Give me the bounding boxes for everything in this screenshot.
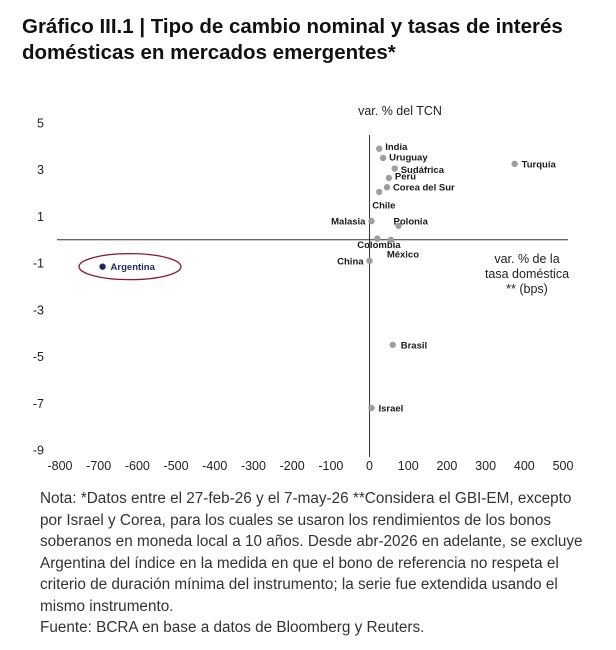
highlight-ellipse <box>78 252 182 281</box>
point-label-uruguay: Uruguay <box>389 153 428 164</box>
point-brasil <box>389 341 396 349</box>
point-malasia <box>368 217 375 225</box>
y-tick-label: 3 <box>37 163 44 177</box>
point-label-argentina: Argentina <box>111 262 156 273</box>
source-text: Fuente: BCRA en base a datos de Bloomber… <box>40 619 425 636</box>
point-polonia <box>395 222 402 229</box>
x-axis-label-line: var. % de la <box>494 252 559 266</box>
point-israel <box>368 404 375 412</box>
point-label-sudafrica: Sudáfrica <box>401 165 445 176</box>
x-tick-label: 300 <box>475 459 496 473</box>
x-tick-label: 0 <box>366 459 373 473</box>
point-label-china: China <box>337 256 364 267</box>
note-text: Nota: *Datos entre el 27-feb-26 y el 7-m… <box>40 490 583 615</box>
tick-labels: -800 -700 -600 -500 -400 -300 -200 -100 0 100 200 3… <box>33 117 574 474</box>
point-colombia <box>374 235 381 242</box>
y-tick-label: -1 <box>33 257 44 271</box>
axes <box>57 135 568 457</box>
point-label-malasia: Malasia <box>331 217 366 228</box>
x-tick-label: -400 <box>202 459 227 473</box>
point-label-mexico: México <box>387 249 419 260</box>
point-turquia <box>511 160 518 168</box>
point-argentina <box>99 263 106 270</box>
x-tick-label: -600 <box>125 459 150 473</box>
point-sudafrica <box>391 165 398 172</box>
point-india <box>376 145 383 152</box>
point-label-india: India <box>385 142 408 153</box>
point-label-corea-del-sur: Corea del Sur <box>393 183 455 194</box>
chart-note: Nota: *Datos entre el 27-feb-26 y el 7-m… <box>40 488 595 639</box>
y-tick-label: -5 <box>33 350 44 364</box>
y-axis-label: var. % del TCN <box>358 104 442 118</box>
x-axis-label-line: ** (bps) <box>506 282 548 296</box>
point-label-polonia: Polonia <box>394 216 429 227</box>
x-axis-label-line: tasa doméstica <box>485 267 569 281</box>
point-chile <box>376 188 383 196</box>
point-peru <box>385 174 393 182</box>
point-label-chile: Chile <box>372 200 395 211</box>
point-label-israel: Israel <box>378 403 403 414</box>
chart-title: Gráfico III.1 | Tipo de cambio nominal y… <box>22 15 563 64</box>
y-tick-label: -7 <box>33 397 44 411</box>
x-tick-label: -800 <box>47 459 72 473</box>
x-tick-label: 500 <box>553 459 574 473</box>
point-label-colombia: Colombia <box>357 240 401 251</box>
point-corea-del-sur <box>383 184 391 191</box>
x-tick-label: 400 <box>514 459 535 473</box>
point-uruguay <box>379 154 387 162</box>
x-tick-label: 100 <box>398 459 419 473</box>
scatter-chart: -800 -700 -600 -500 -400 -300 -200 -100 0 100 200 3… <box>33 104 574 474</box>
point-label-turquia: Turquía <box>522 159 557 170</box>
x-tick-label: -700 <box>86 459 111 473</box>
point-china <box>366 257 373 265</box>
y-tick-label: -3 <box>33 303 44 317</box>
x-tick-label: -200 <box>280 459 305 473</box>
point-label-peru: Perú <box>395 171 416 182</box>
point-label-brasil: Brasil <box>401 340 427 351</box>
x-tick-label: -100 <box>318 459 343 473</box>
point-mexico <box>387 236 395 243</box>
y-tick-label: -9 <box>33 444 44 458</box>
y-tick-label: 5 <box>37 117 44 131</box>
x-tick-label: -300 <box>241 459 266 473</box>
y-tick-label: 1 <box>37 210 44 224</box>
x-tick-label: -500 <box>164 459 189 473</box>
x-axis-label: var. % de la tasa doméstica ** (bps) <box>485 252 569 296</box>
x-tick-label: 200 <box>436 459 457 473</box>
